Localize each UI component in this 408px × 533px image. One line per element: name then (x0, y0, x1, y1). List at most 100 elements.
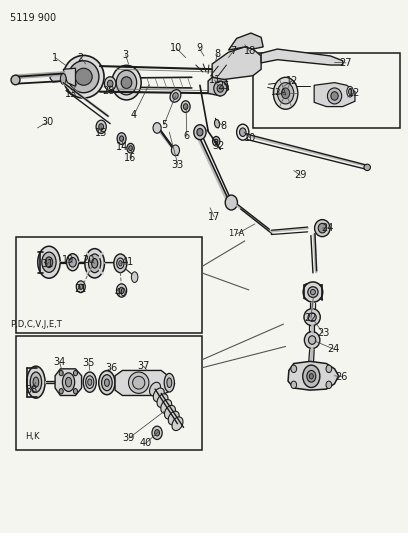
Ellipse shape (11, 75, 20, 85)
Ellipse shape (308, 313, 316, 321)
Ellipse shape (348, 89, 352, 94)
Text: 36: 36 (105, 364, 117, 373)
Ellipse shape (76, 281, 85, 293)
Text: 34: 34 (53, 357, 66, 367)
Ellipse shape (79, 284, 83, 289)
Ellipse shape (119, 287, 124, 294)
Text: 1: 1 (52, 53, 58, 62)
Text: 9: 9 (196, 43, 202, 53)
Text: 4: 4 (131, 110, 137, 120)
Text: 22: 22 (305, 313, 317, 323)
Ellipse shape (75, 68, 92, 85)
Ellipse shape (116, 284, 126, 297)
Text: 40: 40 (115, 288, 127, 297)
Ellipse shape (30, 372, 42, 392)
Ellipse shape (63, 55, 104, 98)
Ellipse shape (347, 86, 353, 97)
Ellipse shape (59, 389, 63, 394)
Text: 12A: 12A (270, 88, 286, 97)
Ellipse shape (67, 254, 79, 271)
Bar (253, 53, 400, 128)
Ellipse shape (303, 365, 320, 387)
Ellipse shape (277, 83, 294, 104)
Ellipse shape (184, 103, 188, 110)
Text: H,K: H,K (25, 432, 40, 441)
Ellipse shape (181, 101, 190, 112)
Ellipse shape (152, 426, 162, 439)
Text: 39: 39 (123, 433, 135, 443)
Ellipse shape (99, 371, 115, 394)
Polygon shape (63, 68, 75, 86)
Ellipse shape (213, 136, 220, 146)
Ellipse shape (69, 257, 76, 267)
Text: 3: 3 (122, 50, 129, 60)
Ellipse shape (91, 259, 98, 268)
Polygon shape (261, 49, 343, 65)
Ellipse shape (73, 389, 78, 394)
Ellipse shape (273, 77, 298, 109)
Ellipse shape (102, 375, 112, 391)
Ellipse shape (164, 374, 175, 392)
Text: 16: 16 (124, 154, 137, 163)
Ellipse shape (331, 92, 338, 100)
Ellipse shape (83, 372, 96, 392)
Ellipse shape (69, 61, 99, 93)
Ellipse shape (119, 261, 122, 266)
Ellipse shape (282, 88, 290, 99)
Ellipse shape (161, 400, 172, 413)
Text: 6: 6 (184, 132, 190, 141)
Polygon shape (50, 74, 63, 82)
Ellipse shape (291, 381, 297, 389)
Bar (16, 336, 202, 450)
Ellipse shape (307, 370, 316, 382)
Ellipse shape (45, 257, 53, 268)
Text: 17A: 17A (228, 230, 245, 238)
Text: 2: 2 (78, 53, 84, 62)
Bar (16, 237, 202, 333)
Ellipse shape (215, 119, 220, 128)
Ellipse shape (318, 223, 326, 233)
Ellipse shape (104, 77, 116, 91)
Ellipse shape (303, 282, 323, 302)
Text: 35: 35 (83, 358, 95, 368)
Ellipse shape (153, 123, 161, 133)
Ellipse shape (157, 394, 168, 407)
Ellipse shape (112, 66, 141, 100)
Ellipse shape (38, 246, 60, 278)
Ellipse shape (27, 366, 45, 398)
Text: P,D,C,V,J,E,T: P,D,C,V,J,E,T (11, 320, 62, 328)
Ellipse shape (326, 381, 332, 389)
Ellipse shape (310, 289, 315, 295)
Ellipse shape (117, 258, 124, 269)
Text: 29: 29 (294, 171, 306, 180)
Text: 12: 12 (348, 88, 360, 98)
Ellipse shape (121, 77, 132, 88)
Ellipse shape (308, 336, 316, 344)
Ellipse shape (197, 128, 203, 136)
Ellipse shape (62, 373, 75, 391)
Polygon shape (314, 83, 355, 107)
Ellipse shape (114, 254, 127, 273)
Text: 30: 30 (41, 117, 53, 127)
Text: 10: 10 (244, 133, 256, 142)
Text: 38: 38 (25, 385, 38, 395)
Ellipse shape (116, 70, 137, 95)
Ellipse shape (99, 124, 104, 130)
Polygon shape (288, 361, 339, 390)
Ellipse shape (127, 143, 134, 153)
Text: 5119 900: 5119 900 (10, 13, 56, 23)
Polygon shape (115, 370, 175, 395)
Ellipse shape (73, 370, 78, 376)
Text: 24: 24 (321, 223, 333, 232)
Ellipse shape (89, 254, 101, 273)
Text: 7: 7 (230, 46, 237, 56)
Ellipse shape (88, 379, 92, 385)
Ellipse shape (308, 287, 318, 297)
Ellipse shape (291, 365, 297, 373)
Ellipse shape (172, 417, 183, 431)
Ellipse shape (153, 388, 164, 402)
Text: 11: 11 (208, 75, 221, 85)
Polygon shape (208, 77, 228, 96)
Text: 32: 32 (213, 141, 225, 151)
Text: 8: 8 (214, 50, 221, 59)
